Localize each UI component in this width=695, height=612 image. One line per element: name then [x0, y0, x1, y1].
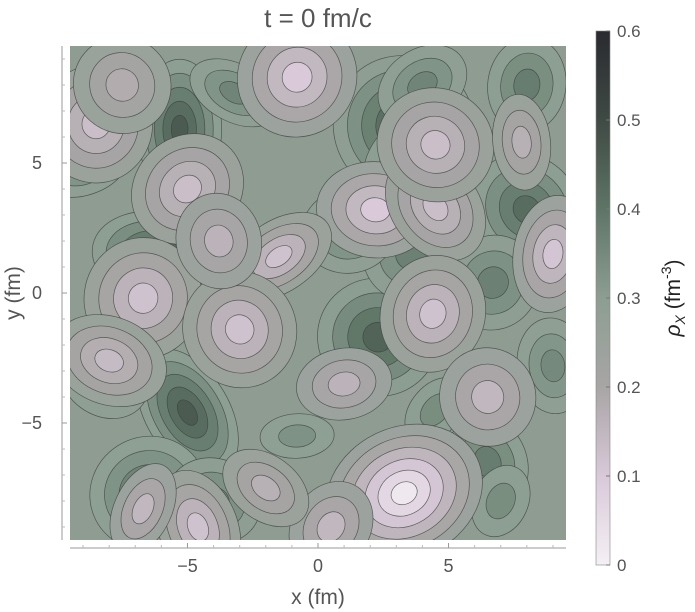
contour-blob: [376, 87, 495, 203]
y-tick-label: 5: [32, 153, 42, 173]
contour-level: [420, 130, 451, 160]
contour-level: [542, 238, 564, 270]
contour-level: [419, 298, 447, 329]
x-axis-ticks: −5 0 5: [82, 543, 554, 576]
contour-level: [94, 348, 124, 373]
contour-level: [225, 314, 255, 345]
contour-level: [281, 61, 313, 93]
x-axis-label: x (fm): [291, 586, 345, 609]
contour-level: [511, 125, 532, 159]
contour-blob: [70, 314, 167, 408]
contour-blob: [182, 270, 298, 389]
colorbar-label-exponent: -3: [658, 266, 674, 279]
contour-blob: [296, 347, 393, 421]
contour-level: [540, 349, 566, 383]
y-axis-ticks: −5 0 5: [21, 58, 67, 528]
x-tick-label: 5: [444, 556, 454, 576]
colorbar-label-close: ): [662, 260, 685, 267]
y-tick-label: −5: [21, 413, 42, 433]
contour-level: [251, 474, 281, 502]
y-axis-label: y (fm): [2, 266, 25, 320]
colorbar-tick-label: 0.5: [617, 111, 641, 130]
colorbar-tick-label: 0.3: [617, 289, 641, 308]
x-tick-label: 0: [313, 556, 323, 576]
contour-level: [127, 282, 159, 314]
x-tick-label: −5: [177, 556, 198, 576]
contour-level: [204, 224, 234, 258]
contour-blob: [471, 464, 531, 538]
contour-level: [265, 245, 293, 268]
colorbar-ticks: 0 0.1 0.2 0.3 0.4 0.5 0.6: [606, 22, 641, 575]
colorbar-label-symbol: ρ: [662, 324, 685, 337]
contour-level: [316, 511, 346, 540]
contour-blob: [492, 93, 552, 191]
colorbar-tick-label: 0: [617, 556, 626, 575]
colorbar-label-subscript: X: [672, 314, 688, 325]
contour-level: [278, 424, 316, 448]
colorbar: 0 0.1 0.2 0.3 0.4 0.5 0.6: [595, 22, 641, 575]
contour-blob: [175, 192, 263, 290]
contour-blob: [222, 448, 310, 528]
colorbar-tick-label: 0.4: [617, 200, 641, 219]
contour-blob: [109, 463, 177, 540]
contour-level: [131, 493, 155, 525]
colorbar-tick-label: 0.1: [617, 467, 641, 486]
contour-blob: [379, 254, 487, 373]
colorbar-label-unit: (fm: [662, 279, 685, 315]
colorbar-label: ρX (fm-3): [658, 260, 688, 338]
heatmap-plot-area: [70, 46, 566, 540]
contour-blob: [154, 469, 242, 540]
contour-level: [176, 399, 199, 426]
contour-level: [327, 371, 361, 397]
y-tick-label: 0: [32, 283, 42, 303]
contour-level: [471, 380, 505, 414]
contour-blob: [236, 46, 358, 138]
contour-level: [186, 512, 209, 540]
contour-blob: [512, 195, 566, 313]
contour-level: [485, 482, 516, 520]
contour-blob: [439, 347, 537, 447]
colorbar-tick-label: 0.6: [617, 22, 641, 41]
contour-level: [105, 68, 139, 102]
contour-level: [390, 481, 418, 506]
contour-blob: [73, 46, 172, 134]
contour-blob: [259, 413, 335, 459]
chart-title: t = 0 fm/c: [264, 3, 372, 33]
colorbar-tick-label: 0.2: [617, 378, 641, 397]
